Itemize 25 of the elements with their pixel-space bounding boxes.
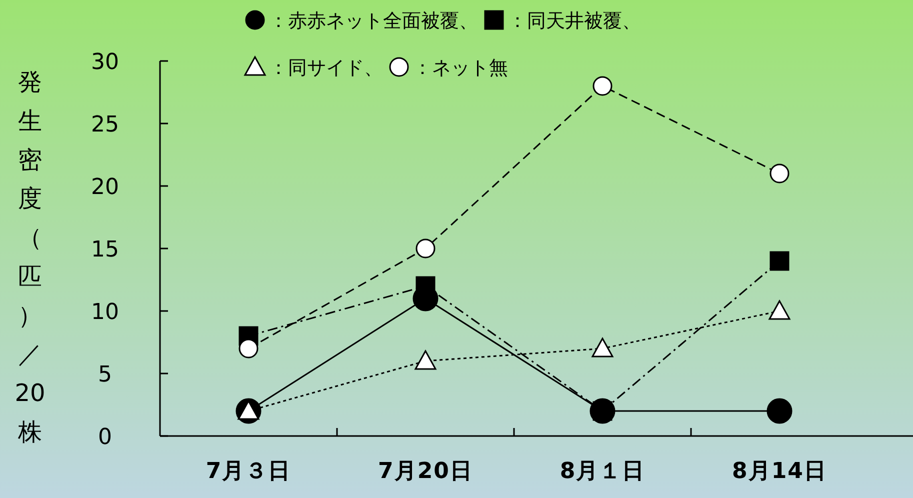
y-tick-label: 30: [91, 50, 119, 75]
point: [416, 238, 436, 258]
x-tick-label: 8月14日: [732, 459, 827, 484]
point: [770, 251, 790, 271]
y-tick-label: 5: [98, 362, 112, 388]
legend-label: ：ネット無: [413, 57, 508, 79]
point: [414, 350, 436, 370]
y-tick-label: 15: [91, 238, 119, 262]
x-tick-label: 8月１日: [560, 459, 646, 484]
y-tick-label: 0: [98, 425, 112, 450]
y-tick-label: 10: [91, 300, 119, 325]
text: 発生密度（匹）／20株: [14, 68, 46, 446]
point: [238, 338, 258, 358]
x-tick-label: 7月20日: [378, 459, 473, 484]
x-tick-label: 7月３日: [206, 459, 292, 484]
legend-label: ：同天井被覆、: [508, 10, 641, 32]
point: [768, 300, 790, 320]
y-tick-label: 20: [91, 175, 119, 200]
point: [592, 338, 614, 358]
point: [766, 398, 792, 424]
point: [770, 164, 790, 184]
y-tick-label: 25: [91, 112, 119, 138]
point: [592, 76, 612, 96]
legend-label: ：同サイド、: [269, 57, 383, 79]
legend-label: ：赤赤ネット全面被覆、: [269, 10, 478, 32]
